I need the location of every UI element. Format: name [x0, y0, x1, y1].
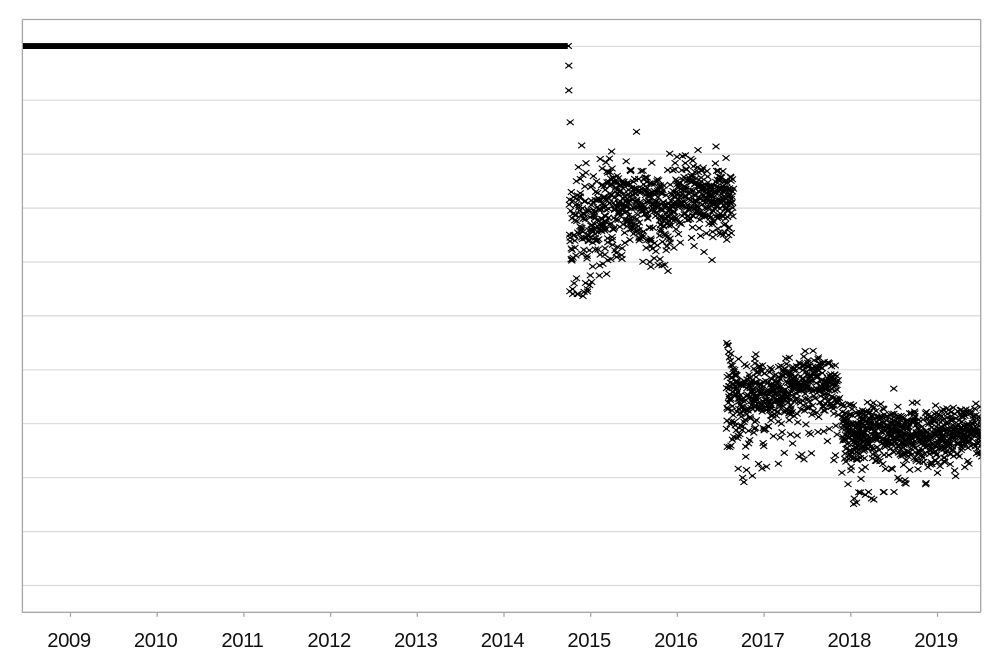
- svg-text:2017: 2017: [741, 630, 785, 652]
- svg-text:2014: 2014: [481, 630, 525, 652]
- svg-text:2011: 2011: [221, 630, 263, 652]
- svg-text:2015: 2015: [567, 630, 611, 652]
- svg-text:2019: 2019: [914, 630, 958, 652]
- svg-text:2013: 2013: [394, 630, 438, 652]
- svg-text:2012: 2012: [307, 630, 351, 652]
- svg-text:2010: 2010: [134, 630, 178, 652]
- svg-text:2018: 2018: [828, 630, 872, 652]
- svg-text:2016: 2016: [654, 630, 698, 652]
- svg-text:2009: 2009: [47, 630, 91, 652]
